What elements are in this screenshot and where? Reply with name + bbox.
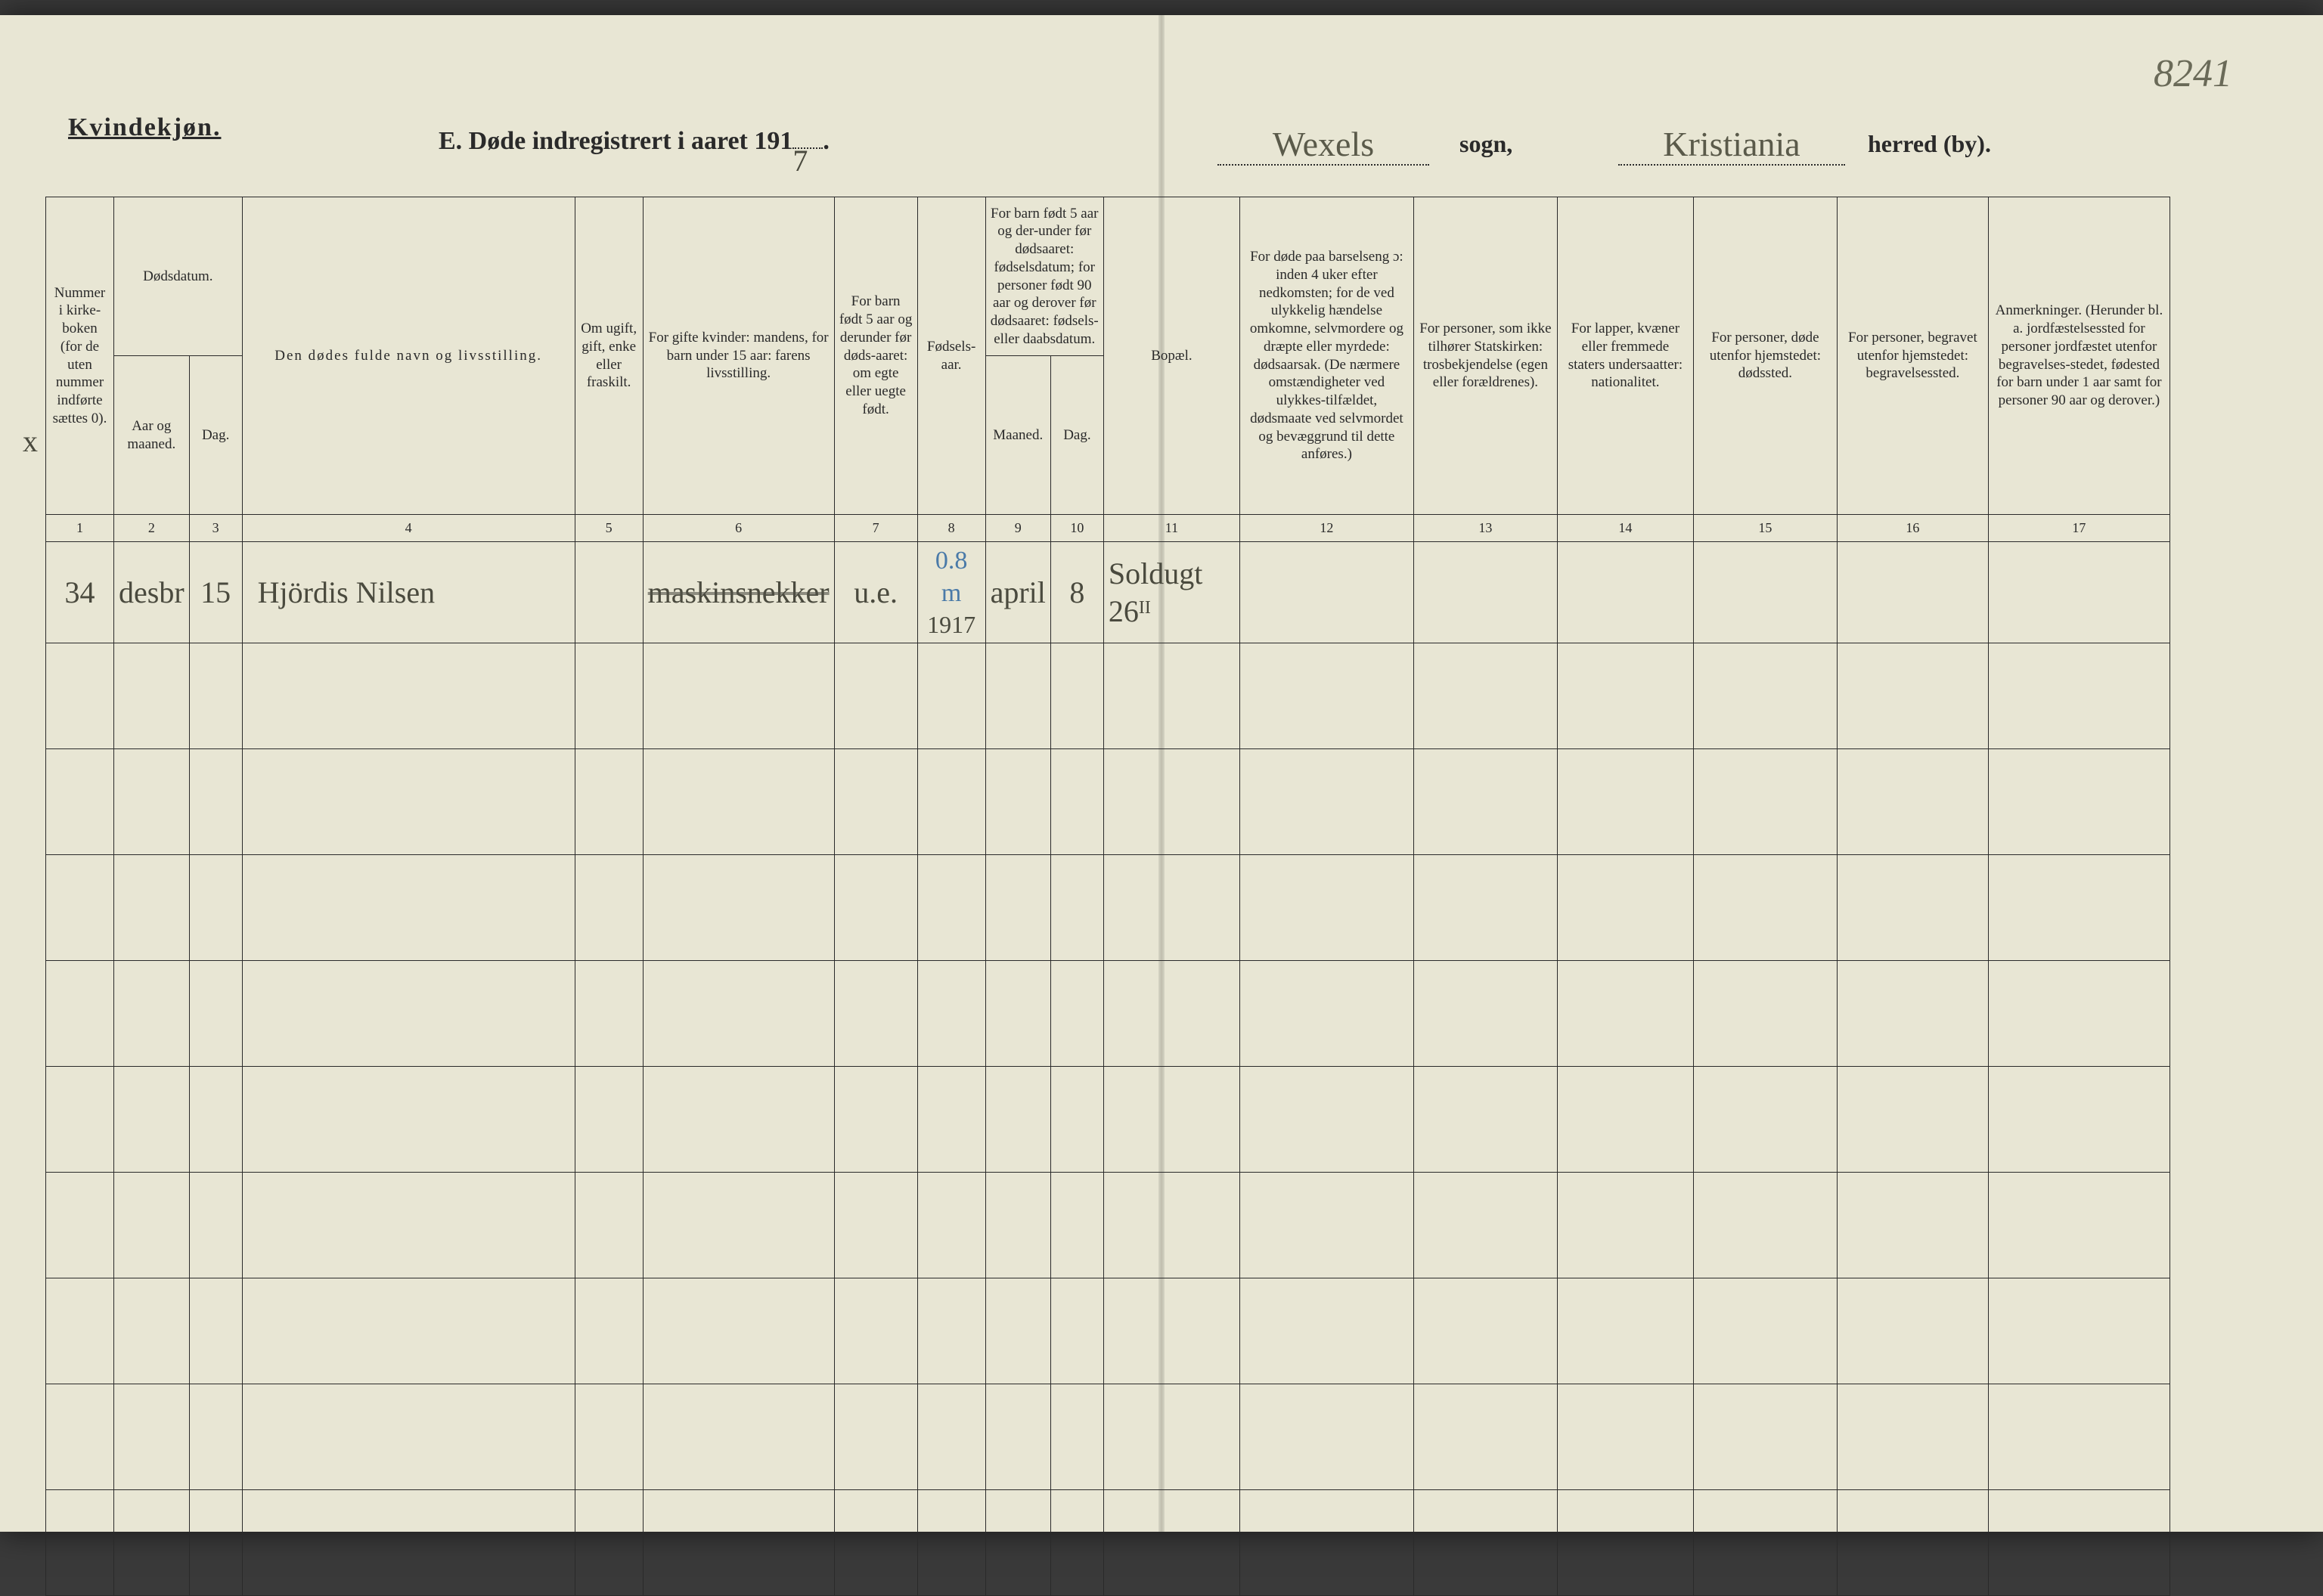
col-header-6-text: For gifte kvinder: mandens, for barn und… <box>649 330 829 382</box>
entry-occupation: maskinsnekker <box>643 542 834 643</box>
entry-name: Hjördis Nilsen <box>242 542 575 643</box>
entry-burialplace <box>1837 542 1988 643</box>
col-num-3: 3 <box>189 515 242 542</box>
sogn-label: sogn, <box>1459 130 1512 158</box>
year-slot: 7 <box>792 147 823 149</box>
entry-nationality <box>1557 542 1693 643</box>
empty-row <box>46 1067 2170 1173</box>
empty-row <box>46 961 2170 1067</box>
empty-row <box>46 1173 2170 1278</box>
table-body: 34 desbr 15 Hjördis Nilsen maskinsnekker… <box>46 542 2170 1596</box>
entry-marital <box>575 542 643 643</box>
entry-birthyear: 0.8 m 1917 <box>917 542 985 643</box>
col-num-12: 12 <box>1239 515 1413 542</box>
col-header-1: Nummer i kirke-boken (for de uten nummer… <box>46 197 114 515</box>
empty-row <box>46 643 2170 749</box>
col-num-8: 8 <box>917 515 985 542</box>
col-num-2: 2 <box>114 515 190 542</box>
entry-birthyear-text: 1917 <box>923 609 981 640</box>
form-title: E. Døde indregistrert i aaret 1917. <box>439 127 830 156</box>
year-handwritten: 7 <box>792 143 808 178</box>
col-num-7: 7 <box>834 515 917 542</box>
empty-row <box>46 855 2170 961</box>
ledger-page: 8241 Kvindekjøn. E. Døde indregistrert i… <box>0 15 2323 1532</box>
entry-age-note: 0.8 m <box>923 545 981 609</box>
table-header: Nummer i kirke-boken (for de uten nummer… <box>46 197 2170 542</box>
empty-row <box>46 749 2170 855</box>
sogn-label-text: sogn, <box>1459 130 1512 157</box>
col-header-2: Aar og maaned. <box>114 356 190 515</box>
title-period: . <box>823 127 830 155</box>
entry-mark: x <box>23 423 38 459</box>
col-header-16: For personer, begravet utenfor hjemstede… <box>1837 197 1988 515</box>
herred-label: herred (by). <box>1868 130 1991 158</box>
entry-birthday: 8 <box>1050 542 1103 643</box>
col-num-10: 10 <box>1050 515 1103 542</box>
herred-label-text: herred (by). <box>1868 130 1991 157</box>
entry-occupation-text: maskinsnekker <box>648 575 830 609</box>
col-header-4: Den dødes fulde navn og livsstilling. <box>242 197 575 515</box>
entry-day: 15 <box>189 542 242 643</box>
entry-deathplace <box>1693 542 1837 643</box>
entry-birthmonth: april <box>985 542 1050 643</box>
col-header-15: For personer, døde utenfor hjemstedet: d… <box>1693 197 1837 515</box>
col-header-dodsdatum: Dødsdatum. <box>114 197 243 356</box>
col-num-4: 4 <box>242 515 575 542</box>
col-header-11: Bopæl. <box>1103 197 1239 515</box>
col-num-15: 15 <box>1693 515 1837 542</box>
entry-row: 34 desbr 15 Hjördis Nilsen maskinsnekker… <box>46 542 2170 643</box>
entry-residence: Soldugt 26ᴵᴵ <box>1103 542 1239 643</box>
entry-cause <box>1239 542 1413 643</box>
col-header-4-text: Den dødes fulde navn og livsstilling. <box>274 348 542 364</box>
empty-row <box>46 1384 2170 1490</box>
col-header-17: Anmerkninger. (Herunder bl. a. jordfæste… <box>1988 197 2169 515</box>
col-num-13: 13 <box>1413 515 1557 542</box>
col-header-3: Dag. <box>189 356 242 515</box>
col-num-17: 17 <box>1988 515 2169 542</box>
empty-row <box>46 1278 2170 1384</box>
col-num-9: 9 <box>985 515 1050 542</box>
col-header-birthdate: For barn født 5 aar og der-under før død… <box>985 197 1103 356</box>
gender-label: Kvindekjøn. <box>68 113 221 142</box>
col-header-13: For personer, som ikke tilhører Statskir… <box>1413 197 1557 515</box>
col-header-12: For døde paa barselseng ɔ: inden 4 uker … <box>1239 197 1413 515</box>
col-num-5: 5 <box>575 515 643 542</box>
col-header-6: For gifte kvinder: mandens, for barn und… <box>643 197 834 515</box>
col-header-5: Om ugift, gift, enke eller fraskilt. <box>575 197 643 515</box>
ledger-table: Nummer i kirke-boken (for de uten nummer… <box>45 197 2170 1596</box>
entry-faith <box>1413 542 1557 643</box>
col-header-14: For lapper, kvæner eller fremmede stater… <box>1557 197 1693 515</box>
col-header-9: Maaned. <box>985 356 1050 515</box>
col-num-14: 14 <box>1557 515 1693 542</box>
entry-legit: u.e. <box>834 542 917 643</box>
col-num-6: 6 <box>643 515 834 542</box>
sogn-value: Wexels <box>1217 124 1429 166</box>
header-row-main: Nummer i kirke-boken (for de uten nummer… <box>46 197 2170 356</box>
entry-remarks <box>1988 542 2169 643</box>
col-num-11: 11 <box>1103 515 1239 542</box>
title-prefix: E. Døde indregistrert i aaret 191 <box>439 127 792 155</box>
header-row-numbers: 1 2 3 4 5 6 7 8 9 10 11 12 13 14 15 16 1… <box>46 515 2170 542</box>
col-header-7: For barn født 5 aar og derunder før døds… <box>834 197 917 515</box>
page-number-handwritten: 8241 <box>2154 51 2232 96</box>
entry-month: desbr <box>114 542 190 643</box>
col-num-16: 16 <box>1837 515 1988 542</box>
col-header-8: Fødsels-aar. <box>917 197 985 515</box>
col-num-1: 1 <box>46 515 114 542</box>
empty-row <box>46 1490 2170 1596</box>
header-row: Kvindekjøn. E. Døde indregistrert i aare… <box>68 113 2255 174</box>
herred-value: Kristiania <box>1618 124 1845 166</box>
col-header-10: Dag. <box>1050 356 1103 515</box>
entry-num: 34 <box>46 542 114 643</box>
